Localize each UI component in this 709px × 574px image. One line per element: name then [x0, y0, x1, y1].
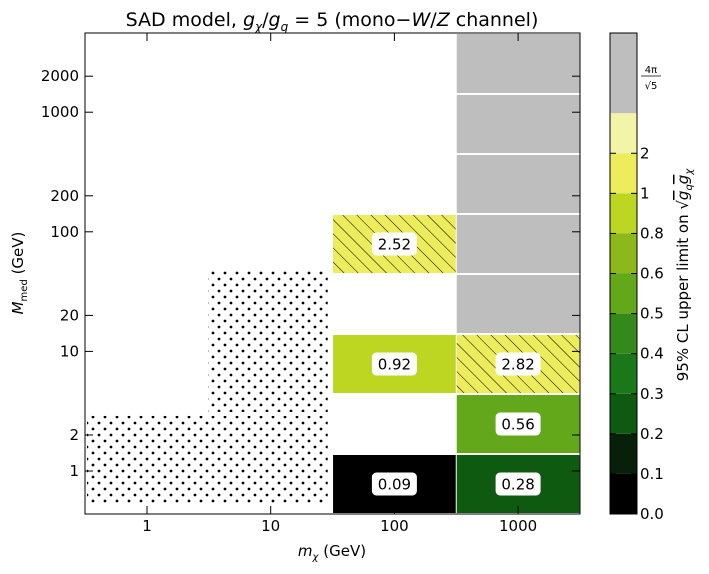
colorbar-top-num: 4π [645, 65, 657, 76]
colorbar-segment [610, 233, 637, 274]
colorbar-tick-label: 0.4 [640, 345, 664, 363]
cell-label: 0.56 [501, 416, 534, 434]
heatmap-cell [456, 275, 580, 333]
colorbar-tick-label: 0.6 [640, 265, 664, 283]
colorbar-label: 95% CL upper limit on √gqgχ [674, 168, 695, 382]
heatmap-cell [456, 215, 580, 273]
colorbar-segment [610, 273, 637, 314]
cell-label: 2.52 [378, 236, 411, 254]
x-ticks: 1 10 100 1000 [142, 33, 537, 535]
y-tick-label: 20 [60, 306, 79, 324]
cell-label: 0.09 [378, 476, 411, 494]
dotted-layer [87, 269, 328, 506]
plot-frame [84, 32, 581, 515]
x-tick-label: 1 [142, 517, 152, 535]
colorbar-segment [610, 473, 637, 514]
cell-label-box [371, 472, 417, 496]
colorbar-top-den: √5 [645, 81, 658, 92]
colorbar-tick-label: 2 [640, 144, 650, 162]
colorbar-ticks: 0.0 0.1 0.2 0.3 0.4 0.5 0.6 0.8 1 2 [610, 144, 664, 523]
colorbar-top-tick: 4π √5 [641, 65, 661, 92]
colorbar-tick-label: 0.2 [640, 425, 664, 443]
colorbar-tick-label: 0.3 [640, 385, 664, 403]
colorbar-segment [610, 193, 637, 234]
y-tick-label: 200 [50, 187, 79, 205]
cell-label-box [495, 352, 541, 376]
cell-label-box [371, 232, 417, 256]
y-tick-label: 100 [50, 223, 79, 241]
heatmap-cell [456, 34, 580, 93]
dotted-region [87, 415, 328, 506]
colorbar-tick-label: 0.1 [640, 465, 664, 483]
colorbar-tick-label: 1 [640, 184, 650, 202]
colorbar-tick-label: 0.0 [640, 505, 664, 523]
colorbar-segment [610, 313, 637, 354]
cell-label: 2.82 [501, 356, 534, 374]
colorbar-segment [610, 353, 637, 394]
colorbar-segment [610, 33, 637, 114]
colorbar-tick-label: 0.5 [640, 305, 664, 323]
x-tick-label: 10 [261, 517, 280, 535]
cell-label-box [495, 412, 541, 436]
cell-label: 0.92 [378, 356, 411, 374]
y-tick-label: 1 [69, 462, 79, 480]
chart-title: SAD model, gχ/gq = 5 (mono−W/Z channel) [126, 9, 539, 34]
dotted-region [208, 269, 328, 412]
cell-label: 0.28 [501, 476, 534, 494]
x-tick-label: 100 [380, 517, 409, 535]
y-tick-label: 1000 [41, 103, 79, 121]
colorbar-segment [610, 433, 637, 474]
colorbar-segment [610, 113, 637, 154]
colorbar-tick-label: 0.8 [640, 224, 664, 242]
colorbar-segment [610, 153, 637, 194]
x-tick-label: 1000 [499, 517, 537, 535]
y-tick-label: 2000 [41, 67, 79, 85]
colorbar-segment [610, 393, 637, 434]
y-ticks: 1 2 10 20 100 200 1000 2000 [41, 67, 580, 480]
cell-label-box [371, 352, 417, 376]
y-tick-label: 10 [60, 342, 79, 360]
heatmap-cell [456, 155, 580, 213]
labels-layer: 0.28 0.56 2.82 0.09 0.92 2.52 [371, 232, 541, 496]
y-tick-label: 2 [69, 426, 79, 444]
heatmap-cell [456, 95, 580, 153]
x-axis-label: mχ (GeV) [298, 542, 366, 563]
y-axis-label: Mmed (GeV) [9, 232, 30, 315]
cell-label-box [495, 472, 541, 496]
colorbar [610, 33, 637, 514]
